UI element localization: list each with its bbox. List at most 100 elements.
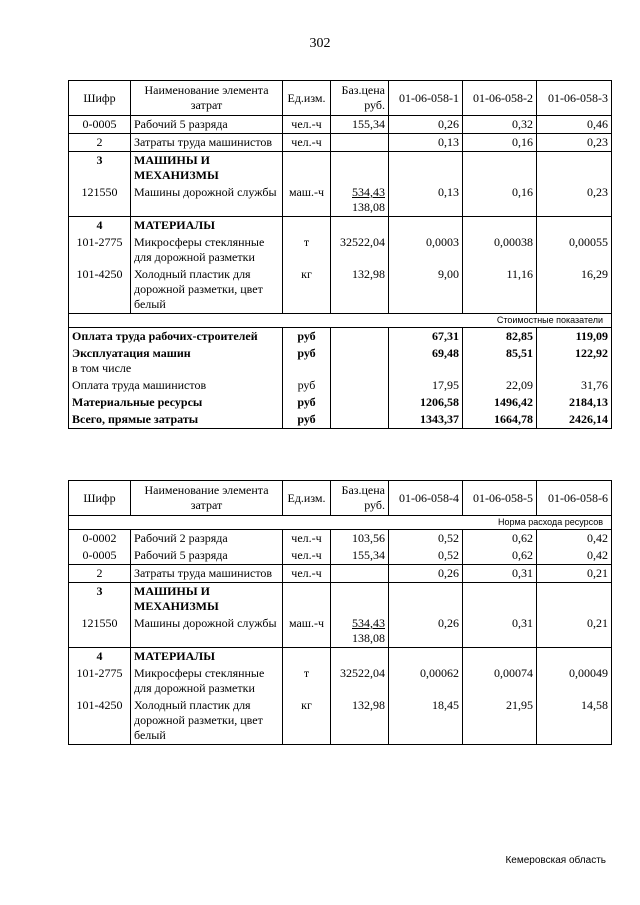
cell: 0-0005 xyxy=(68,547,131,565)
cell: 0,16 xyxy=(462,133,537,152)
value: 31,76 xyxy=(536,377,612,394)
cell: Машины дорожной службы xyxy=(130,184,283,217)
label: Всего, прямые затраты xyxy=(72,412,199,426)
value: 22,09 xyxy=(462,377,537,394)
header-row: Шифр Наименование элемента затрат Ед.изм. Б… xyxy=(68,80,612,116)
value: 67,31 xyxy=(388,327,463,345)
cell: МАШИНЫ И МЕХАНИЗМЫ xyxy=(130,151,283,184)
cell: Холодный пластик для дорожной разметки, … xyxy=(130,266,283,314)
row: 0-0005 Рабочий 5 разряда чел.-ч 155,34 0,52 0… xyxy=(68,547,612,565)
header-cell: 01-06-058-3 xyxy=(536,80,612,116)
unit: руб xyxy=(282,327,331,345)
row: 0-0002 Рабочий 2 разряда чел.-ч 103,56 0,52 0… xyxy=(68,529,612,547)
cell: 121550 xyxy=(68,184,131,217)
row: 0-0005 Рабочий 5 разряда чел.-ч 155,34 0,26 0… xyxy=(68,115,612,134)
cell xyxy=(536,582,612,615)
cell: 0,21 xyxy=(536,564,612,583)
cell xyxy=(462,151,537,184)
cell xyxy=(282,582,331,615)
price: 138,08 xyxy=(352,631,385,645)
cell: 101-4250 xyxy=(68,266,131,314)
cell: 132,98 xyxy=(330,697,389,745)
table-body: Норма расхода ресурсов 0-0002 Рабочий 2 ра… xyxy=(68,515,612,745)
header-cell: 01-06-058-2 xyxy=(462,80,537,116)
cell: 0,00049 xyxy=(536,665,612,697)
cell: Затраты труда машинистов xyxy=(130,564,283,583)
cell: чел.-ч xyxy=(282,133,331,152)
value: 2184,13 xyxy=(536,394,612,411)
cell: 32522,04 xyxy=(330,234,389,266)
summary-label: Материальные ресурсы xyxy=(68,394,283,411)
cell: т xyxy=(282,234,331,266)
cell: 0,13 xyxy=(388,184,463,217)
cell xyxy=(330,216,389,234)
cell: 2 xyxy=(68,564,131,583)
cell: 0,00062 xyxy=(388,665,463,697)
cell xyxy=(330,411,389,429)
cell: Рабочий 2 разряда xyxy=(130,529,283,547)
label: Материальные ресурсы xyxy=(72,395,203,409)
cell: 0,21 xyxy=(536,615,612,648)
cell: 9,00 xyxy=(388,266,463,314)
cell: МАТЕРИАЛЫ xyxy=(130,647,283,665)
cell: Микросферы стеклянные для дорожной разме… xyxy=(130,665,283,697)
section-label: Стоимостные показатели xyxy=(68,313,612,328)
cell xyxy=(388,582,463,615)
summary-row: Эксплуатация машин в том числе руб 69,48 85,… xyxy=(68,345,612,377)
value: 1206,58 xyxy=(388,394,463,411)
cell: маш.-ч xyxy=(282,615,331,648)
summary-label: Всего, прямые затраты xyxy=(68,411,283,429)
summary-label: Оплата труда рабочих-строителей xyxy=(68,327,283,345)
cell: 155,34 xyxy=(330,547,389,565)
table-header: Шифр Наименование элемента затрат Ед.изм. Б… xyxy=(68,80,612,116)
value: 119,09 xyxy=(536,327,612,345)
cell: 0,0003 xyxy=(388,234,463,266)
section-row: Норма расхода ресурсов xyxy=(68,515,612,530)
cell: 534,43 138,08 xyxy=(330,184,389,217)
summary-label: Эксплуатация машин в том числе xyxy=(68,345,283,377)
table-header: Шифр Наименование элемента затрат Ед.изм. Б… xyxy=(68,480,612,516)
cell: 0,26 xyxy=(388,115,463,134)
row: 4 МАТЕРИАЛЫ xyxy=(68,216,612,234)
row: 3 МАШИНЫ И МЕХАНИЗМЫ xyxy=(68,151,612,184)
cell: 4 xyxy=(68,216,131,234)
cell: 0-0002 xyxy=(68,529,131,547)
cell xyxy=(330,345,389,377)
cell xyxy=(536,151,612,184)
cell: 0,62 xyxy=(462,529,537,547)
value: 17,95 xyxy=(388,377,463,394)
header-cell: Ед.изм. xyxy=(282,480,331,516)
cell: чел.-ч xyxy=(282,115,331,134)
value: 122,92 xyxy=(536,345,612,377)
header-cell: Шифр xyxy=(68,80,131,116)
cell xyxy=(388,647,463,665)
cell xyxy=(462,647,537,665)
price: 138,08 xyxy=(352,200,385,214)
sub-label: в том числе xyxy=(72,361,132,375)
cell: 0,23 xyxy=(536,184,612,217)
cell: 0,31 xyxy=(462,615,537,648)
row: 101-4250 Холодный пластик для дорожной ра… xyxy=(68,266,612,314)
value: 1496,42 xyxy=(462,394,537,411)
value: 85,51 xyxy=(462,345,537,377)
unit: руб xyxy=(282,345,331,377)
table: Шифр Наименование элемента затрат Ед.изм. Б… xyxy=(68,80,612,429)
cell: 0,62 xyxy=(462,547,537,565)
cell xyxy=(388,216,463,234)
row: 2 Затраты труда машинистов чел.-ч 0,13 0,16 0… xyxy=(68,133,612,152)
row: 3 МАШИНЫ И МЕХАНИЗМЫ xyxy=(68,582,612,615)
cell: 32522,04 xyxy=(330,665,389,697)
cell xyxy=(462,216,537,234)
cell: 0,46 xyxy=(536,115,612,134)
cell: 0,32 xyxy=(462,115,537,134)
cell xyxy=(330,151,389,184)
cell: МАТЕРИАЛЫ xyxy=(130,216,283,234)
cell: 3 xyxy=(68,151,131,184)
table: Шифр Наименование элемента затрат Ед.изм. Б… xyxy=(68,480,612,745)
footer: Кемеровская область xyxy=(505,855,606,866)
summary-label: Оплата труда машинистов xyxy=(68,377,283,394)
label: Оплата труда машинистов xyxy=(72,378,207,392)
section-label: Норма расхода ресурсов xyxy=(68,515,612,530)
label: Оплата труда рабочих-строителей xyxy=(72,329,258,343)
header-cell: Баз.цена руб. xyxy=(330,80,389,116)
